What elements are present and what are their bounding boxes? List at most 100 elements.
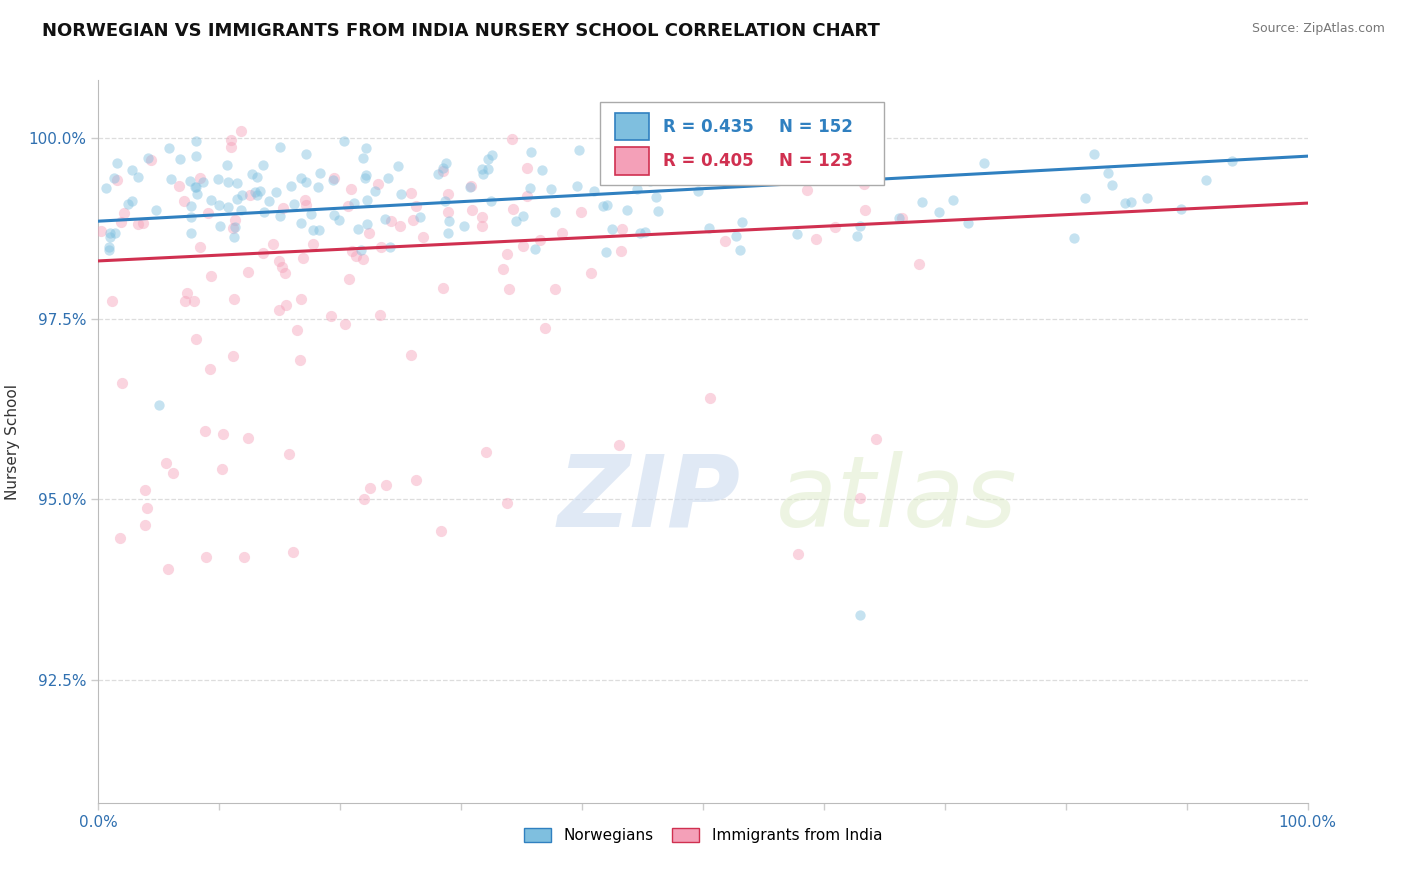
Point: [730, 243, 752, 257]
Point: [160, 172, 183, 186]
Point: [616, 203, 638, 218]
Point: [1136, 191, 1159, 205]
Point: [295, 176, 318, 190]
Point: [346, 249, 368, 263]
Point: [132, 216, 155, 230]
Point: [290, 171, 312, 186]
Point: [638, 174, 661, 188]
Point: [364, 184, 387, 198]
Point: [481, 148, 503, 162]
Point: [1083, 147, 1105, 161]
Point: [221, 221, 243, 235]
Point: [252, 205, 274, 219]
Point: [505, 214, 527, 228]
Point: [307, 180, 329, 194]
Point: [434, 194, 457, 208]
Point: [308, 223, 330, 237]
Point: [957, 216, 980, 230]
Point: [389, 187, 412, 202]
Point: [1063, 230, 1085, 244]
Point: [1195, 172, 1218, 186]
Point: [180, 198, 202, 212]
Point: [221, 140, 243, 154]
Point: [134, 483, 156, 497]
Point: [697, 221, 720, 235]
Point: [290, 292, 312, 306]
Legend: Norwegians, Immigrants from India: Norwegians, Immigrants from India: [517, 822, 889, 849]
Point: [592, 198, 614, 212]
Point: [246, 188, 269, 202]
Point: [567, 179, 589, 194]
Point: [865, 432, 887, 446]
Point: [380, 214, 402, 228]
Point: [352, 151, 374, 165]
Point: [849, 607, 872, 622]
Point: [849, 491, 872, 506]
Point: [350, 243, 373, 257]
Point: [340, 182, 363, 196]
Point: [222, 230, 245, 244]
Point: [786, 227, 808, 242]
Point: [193, 175, 215, 189]
Text: NORWEGIAN VS IMMIGRANTS FROM INDIA NURSERY SCHOOL CORRELATION CHART: NORWEGIAN VS IMMIGRANTS FROM INDIA NURSE…: [42, 22, 880, 40]
Point: [544, 204, 567, 219]
Point: [145, 202, 167, 217]
Point: [169, 152, 191, 166]
Point: [711, 169, 734, 184]
Point: [226, 176, 249, 190]
Point: [283, 197, 305, 211]
Point: [264, 185, 287, 199]
Point: [134, 518, 156, 533]
Point: [409, 210, 432, 224]
Bar: [614, 112, 648, 140]
Point: [238, 431, 260, 445]
Point: [217, 200, 239, 214]
Point: [105, 156, 128, 170]
Point: [713, 152, 735, 166]
Point: [211, 461, 233, 475]
Point: [628, 226, 651, 240]
Point: [512, 239, 534, 253]
Point: [240, 167, 263, 181]
Point: [288, 353, 311, 368]
Point: [942, 193, 965, 207]
Point: [323, 171, 346, 186]
Point: [496, 496, 519, 510]
Point: [340, 244, 363, 259]
Point: [127, 169, 149, 184]
Point: [200, 193, 222, 207]
Point: [156, 562, 179, 576]
Point: [219, 133, 242, 147]
Point: [94, 181, 117, 195]
Point: [647, 203, 669, 218]
Point: [460, 179, 482, 194]
Point: [644, 189, 666, 203]
Point: [207, 172, 229, 186]
Point: [105, 173, 128, 187]
Point: [290, 216, 312, 230]
Point: [194, 424, 217, 438]
Point: [184, 180, 207, 194]
Point: [186, 332, 208, 346]
Point: [523, 242, 546, 256]
Point: [405, 199, 427, 213]
Point: [252, 158, 274, 172]
Point: [322, 172, 344, 186]
Point: [471, 161, 494, 176]
Point: [110, 215, 132, 229]
Point: [402, 213, 425, 227]
Point: [432, 281, 454, 295]
Point: [294, 194, 316, 208]
Point: [501, 132, 523, 146]
Point: [405, 473, 427, 487]
Point: [127, 217, 149, 231]
Point: [347, 221, 370, 235]
Point: [1220, 154, 1243, 169]
Point: [887, 211, 910, 225]
Y-axis label: Nursery School: Nursery School: [6, 384, 20, 500]
Point: [911, 195, 934, 210]
Point: [973, 156, 995, 170]
Point: [197, 206, 219, 220]
Point: [274, 266, 297, 280]
Point: [434, 156, 457, 170]
